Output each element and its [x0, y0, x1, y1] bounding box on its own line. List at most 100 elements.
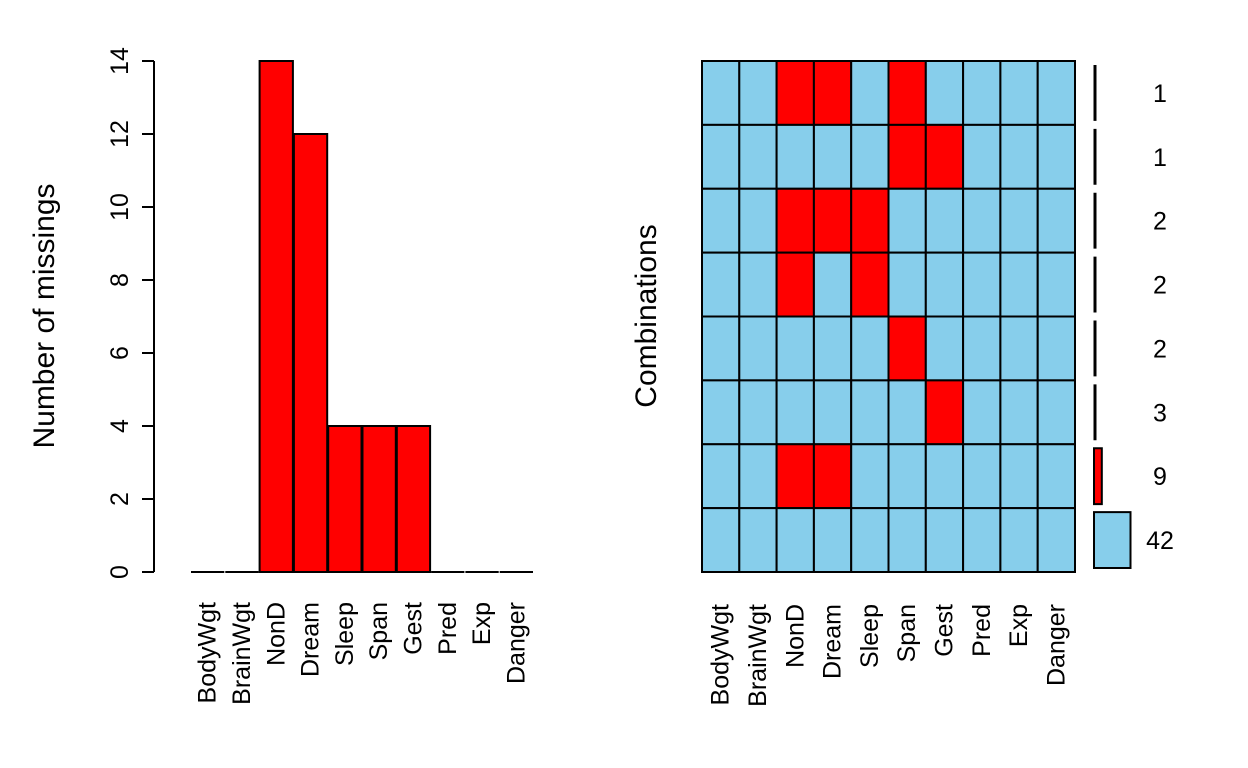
bar	[361, 425, 397, 573]
observed-cell	[812, 315, 853, 382]
frequency-count-label: 2	[1153, 272, 1167, 300]
missing-cell	[887, 123, 927, 190]
x-tick-label: Dream	[297, 602, 325, 677]
observed-cell	[962, 60, 1002, 126]
observed-cell	[962, 315, 1002, 382]
observed-cell	[1036, 60, 1076, 126]
observed-cell	[1036, 251, 1076, 318]
observed-cell	[701, 187, 741, 254]
observed-cell	[999, 379, 1039, 446]
frequency-count-label: 9	[1153, 463, 1167, 491]
observed-cell	[1036, 123, 1076, 190]
observed-cell	[701, 379, 741, 446]
y-tick-label: 10	[106, 193, 134, 221]
observed-cell	[850, 443, 890, 510]
observed-cell	[738, 507, 778, 573]
missing-cell	[775, 187, 815, 254]
observed-cell	[962, 187, 1002, 254]
observed-cell	[924, 251, 965, 318]
observed-cell	[999, 60, 1039, 126]
observed-cell	[850, 60, 890, 126]
observed-cell	[1036, 315, 1076, 382]
x-tick-labels: BodyWgt BrainWgt NonD Dream Sleep Span Gest Pre…	[707, 604, 1071, 707]
x-tick-label: BodyWgt	[194, 602, 222, 703]
observed-cell	[701, 315, 741, 382]
frequency-count-label: 2	[1153, 335, 1167, 363]
missing-cell	[924, 379, 965, 446]
x-tick-label: NonD	[781, 604, 809, 668]
frequency-count-label: 2	[1153, 208, 1167, 236]
observed-cell	[1036, 379, 1076, 446]
observed-cell	[924, 187, 965, 254]
y-tick-label: 8	[106, 273, 134, 287]
observed-cell	[738, 315, 778, 382]
observed-cell	[999, 123, 1039, 190]
observed-cell	[1036, 507, 1076, 573]
missing-cell	[812, 60, 853, 126]
observed-cell	[962, 251, 1002, 318]
observed-cell	[812, 251, 853, 318]
observed-cell	[962, 507, 1002, 573]
missing-cell	[775, 443, 815, 510]
observed-cell	[999, 443, 1039, 510]
y-tick-label: 6	[106, 346, 134, 360]
observed-cell	[738, 379, 778, 446]
frequency-count-label: 3	[1153, 399, 1167, 427]
observed-cell	[738, 123, 778, 190]
y-tick-label: 0	[106, 565, 134, 579]
observed-cell	[1036, 443, 1076, 510]
frequency-count-label: 1	[1153, 144, 1167, 172]
x-tick-label: Pred	[968, 604, 996, 657]
observed-cell	[775, 507, 815, 573]
x-tick-label: BrainWgt	[744, 604, 772, 707]
missing-cell	[924, 123, 965, 190]
observed-cell	[701, 123, 741, 190]
y-axis-title: Combinations	[630, 224, 663, 407]
x-tick-label: BrainWgt	[228, 602, 256, 705]
observed-cell	[999, 251, 1039, 318]
observed-cell	[812, 507, 853, 573]
observed-cell	[999, 507, 1039, 573]
bar	[327, 425, 363, 573]
x-tick-label: Span	[893, 604, 921, 662]
observed-cell	[887, 251, 927, 318]
missing-cell	[775, 60, 815, 126]
y-tick-label: 14	[106, 47, 134, 75]
y-tick-label: 4	[106, 419, 134, 433]
observed-cell	[775, 379, 815, 446]
y-tick-label: 12	[106, 120, 134, 148]
frequency-count-label: 42	[1146, 527, 1174, 555]
bars	[191, 60, 533, 573]
observed-cell	[850, 123, 890, 190]
combination-frequency-bars: 1 1 2 2 2 3 9 42	[1093, 65, 1174, 569]
observed-cell	[701, 60, 741, 126]
x-tick-label: Dream	[819, 604, 847, 679]
observed-cell	[924, 507, 965, 573]
observed-cell	[701, 443, 741, 510]
observed-cell	[999, 187, 1039, 254]
missing-cell	[850, 187, 890, 254]
bar	[292, 133, 329, 573]
observed-cell	[887, 187, 927, 254]
x-tick-label: Gest	[399, 602, 427, 655]
y-tick-label: 2	[106, 492, 134, 506]
x-tick-label: Sleep	[856, 604, 884, 668]
observed-cell	[887, 379, 927, 446]
frequency-bar	[1093, 511, 1132, 569]
y-axis-title: Number of missings	[28, 183, 61, 448]
x-tick-label: Gest	[930, 604, 958, 657]
observed-cell	[924, 315, 965, 382]
missing-cell	[812, 443, 853, 510]
observed-cell	[850, 507, 890, 573]
x-tick-label: Span	[365, 602, 393, 660]
x-tick-label: Pred	[434, 602, 462, 655]
observed-cell	[738, 251, 778, 318]
x-tick-label: BodyWgt	[707, 604, 735, 705]
observed-cell	[850, 315, 890, 382]
observed-cell	[701, 251, 741, 318]
observed-cell	[738, 60, 778, 126]
x-tick-label: Danger	[502, 602, 530, 684]
observed-cell	[924, 443, 965, 510]
x-tick-label: Exp	[1005, 604, 1033, 647]
